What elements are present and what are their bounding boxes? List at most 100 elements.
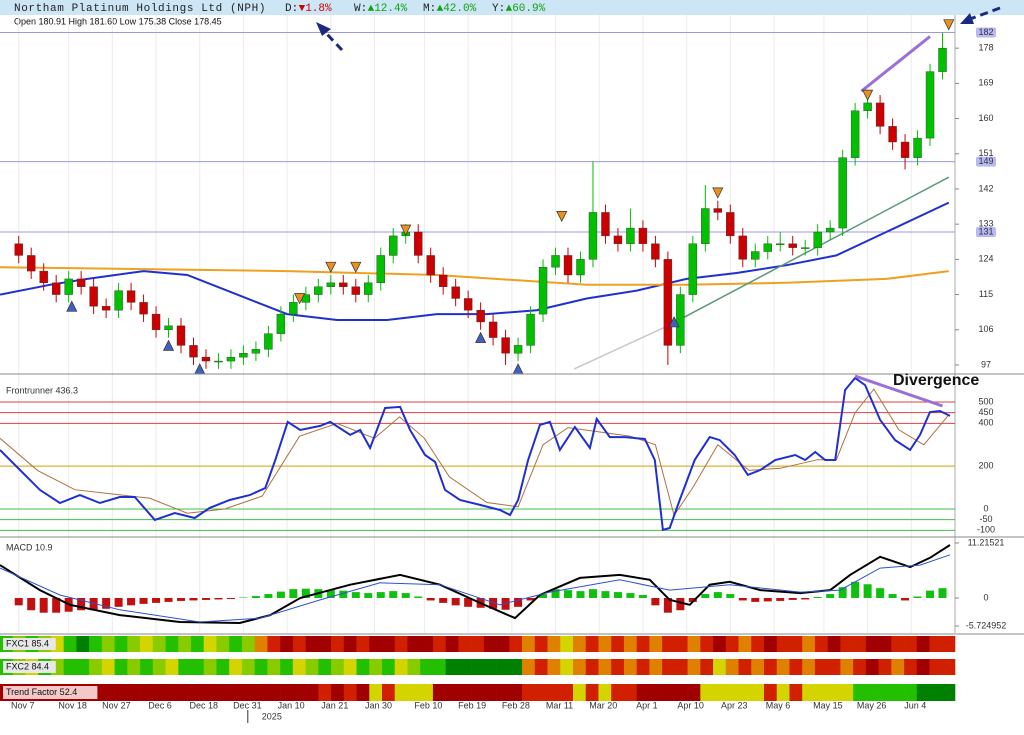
y-tick-label: 142 <box>978 183 993 193</box>
histogram-bar <box>251 596 260 598</box>
candle-body <box>526 313 535 346</box>
heat-cell <box>305 659 319 675</box>
heat-cell <box>483 659 497 675</box>
heat-cell <box>547 684 561 701</box>
heat-cell <box>814 659 828 675</box>
histogram-bar <box>326 590 335 598</box>
x-tick-label: Dec 18 <box>189 700 218 710</box>
heat-cell <box>165 684 179 701</box>
histogram-bar <box>851 581 860 598</box>
candle-body <box>850 110 860 158</box>
x-tick-label: Nov 18 <box>58 700 87 710</box>
x-tick-label: May 15 <box>813 700 843 710</box>
histogram-bar <box>189 597 198 601</box>
heat-cell <box>853 636 867 652</box>
candle-body <box>426 255 435 276</box>
heat-cell <box>445 684 459 701</box>
histogram-bar <box>801 597 810 600</box>
arrow-shaft <box>322 29 344 52</box>
heat-cell <box>738 636 752 652</box>
heat-cell <box>458 636 472 652</box>
x-tick-label: Mar 11 <box>546 700 573 710</box>
heat-cell <box>165 659 179 675</box>
heat-cell <box>267 636 281 652</box>
heat-label: FXC1 85.4 <box>6 638 49 648</box>
histogram-bar <box>52 597 61 613</box>
annotation: Divergence <box>893 372 979 389</box>
heat-cell <box>203 659 217 675</box>
heat-cell <box>127 659 141 675</box>
heat-cell <box>814 684 828 701</box>
heat-cell <box>420 659 434 675</box>
candle-body <box>351 286 360 295</box>
heat-cell <box>674 659 688 675</box>
y-tick-label: 106 <box>978 324 993 334</box>
heat-cell <box>483 636 497 652</box>
candle-body <box>663 259 673 346</box>
candle-body <box>76 278 86 287</box>
heat-cell <box>229 659 243 675</box>
heat-cell <box>878 659 892 675</box>
heat-cell <box>152 636 166 652</box>
histogram-bar <box>102 597 111 609</box>
histogram-bar <box>401 593 410 598</box>
heat-cell <box>649 636 663 652</box>
histogram-bar <box>888 594 897 598</box>
heat-cell <box>840 659 854 675</box>
heat-cell <box>662 659 676 675</box>
heat-cell <box>331 684 345 701</box>
heat-cell <box>713 684 727 701</box>
candle-body <box>601 212 610 237</box>
candle-body <box>189 345 198 358</box>
histogram-bar <box>77 597 86 611</box>
candle-body <box>276 313 286 334</box>
level-label: 149 <box>978 156 993 166</box>
histogram-bar <box>276 591 285 598</box>
candle-body <box>751 251 760 260</box>
candle-body <box>551 255 560 268</box>
candle-body <box>364 282 373 295</box>
candle-body <box>463 298 473 311</box>
heat-cell <box>573 684 587 701</box>
heat-cell <box>929 659 943 675</box>
panel-title: Frontrunner 436.3 <box>6 385 78 395</box>
histogram-bar <box>564 590 573 598</box>
level-label: 131 <box>978 226 993 236</box>
heat-cell <box>76 659 90 675</box>
x-tick-label: Nov 7 <box>11 700 35 710</box>
candle-body <box>563 255 573 276</box>
heat-cell <box>127 684 141 701</box>
x-tick-label: Jan 10 <box>278 700 305 710</box>
heat-cell <box>560 684 574 701</box>
heat-label-box <box>3 661 56 673</box>
heat-cell <box>878 636 892 652</box>
histogram-bar <box>676 597 685 611</box>
heat-cell <box>407 659 421 675</box>
y-tick-label: 0 <box>983 503 988 513</box>
candle-body <box>626 227 635 244</box>
heat-cell <box>382 684 396 701</box>
heat-cell <box>674 684 688 701</box>
heat-cell <box>560 659 574 675</box>
arrow-shaft <box>969 6 1001 21</box>
candle-body <box>888 126 897 143</box>
moving-average <box>0 201 950 321</box>
signal-marker <box>943 19 955 31</box>
heat-cell <box>369 659 383 675</box>
heat-cell <box>623 659 637 675</box>
heat-cell <box>305 636 319 652</box>
heat-cell <box>407 684 421 701</box>
heat-cell <box>878 684 892 701</box>
candle-body <box>726 212 735 237</box>
heat-cell <box>929 684 943 701</box>
macd-line <box>0 554 951 623</box>
heat-cell <box>191 684 205 701</box>
heat-cell <box>611 636 625 652</box>
macd-line <box>0 544 951 625</box>
x-tick-label: Jan 30 <box>365 700 392 710</box>
candle-body <box>701 208 710 244</box>
candle-body <box>638 227 648 244</box>
candle-body <box>738 235 747 260</box>
heat-cell <box>865 684 879 701</box>
histogram-bar <box>201 597 210 600</box>
